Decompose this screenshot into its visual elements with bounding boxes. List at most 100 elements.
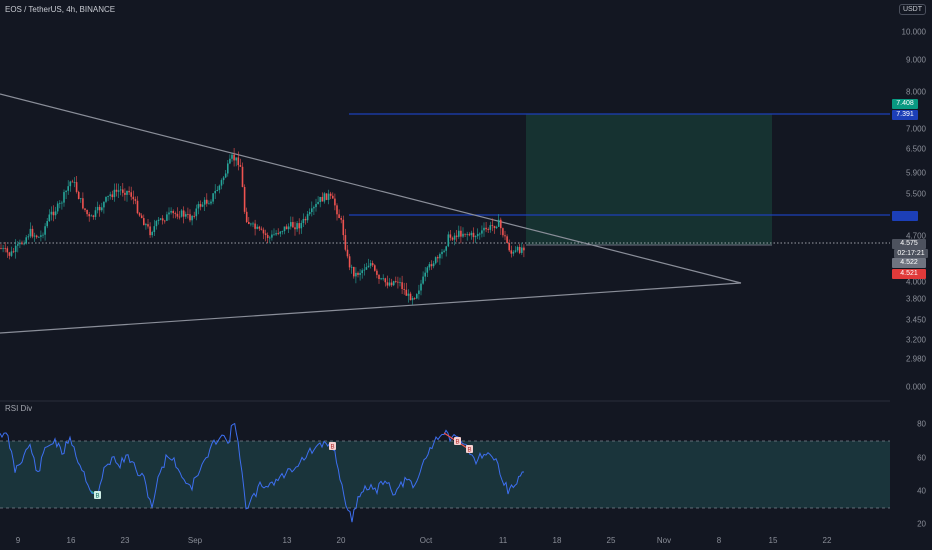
candle-body [27, 236, 30, 238]
candle-body [178, 216, 181, 218]
candle-body [497, 219, 500, 227]
candle-body [279, 231, 282, 234]
candle-body [260, 228, 263, 230]
candle-body [319, 196, 321, 203]
candle-body [124, 192, 126, 195]
rsi-signal-labels: B B B B [94, 437, 473, 500]
signal-label-4 [466, 445, 473, 453]
time-tick: Nov [656, 536, 672, 545]
rsi-axis[interactable]: 80 60 40 20 [890, 400, 932, 530]
candle-body [206, 199, 208, 204]
candle-body [155, 221, 158, 227]
price-tag-middle-level [892, 211, 918, 221]
candle-body [38, 236, 40, 238]
candle-body [437, 257, 439, 259]
candle-body [294, 227, 296, 230]
candle-body [445, 246, 447, 251]
time-tick: 8 [716, 536, 722, 545]
candle-body [113, 189, 116, 198]
candle-body [153, 226, 156, 233]
candle-body [336, 205, 338, 215]
candle-body [4, 248, 6, 249]
candle-body [485, 227, 487, 230]
candle-body [50, 211, 53, 215]
candle-body [290, 222, 292, 227]
candle-body [151, 232, 153, 236]
candle-body [487, 229, 489, 230]
candle-body [222, 177, 225, 181]
candle-body [117, 190, 120, 192]
candle-body [256, 226, 258, 229]
candle-body [390, 282, 393, 286]
candle-body [514, 250, 517, 252]
candle-body [346, 249, 349, 257]
candle-body [380, 278, 382, 280]
candle-body [48, 214, 51, 222]
candle-body [44, 226, 46, 235]
time-tick: 11 [498, 536, 508, 545]
candle-body [472, 232, 475, 238]
candle-body [245, 211, 248, 222]
candle-body [63, 192, 65, 203]
candle-body [46, 221, 48, 227]
candle-body [109, 194, 111, 196]
candle-body [451, 237, 454, 240]
rsi-tick: 20 [917, 519, 926, 529]
candle-body [115, 189, 118, 192]
candle-body [216, 189, 219, 191]
candle-body [384, 278, 387, 283]
candle-body [493, 225, 496, 229]
time-axis[interactable]: 9 16 23 Sep 13 20 Oct 11 18 25 Nov 8 15 … [0, 530, 890, 550]
candle-body [344, 235, 347, 250]
candle-body [321, 196, 324, 202]
time-tick: 18 [552, 536, 562, 545]
candle-body [29, 228, 32, 237]
candle-body [266, 235, 269, 238]
candle-body [420, 283, 422, 291]
price-tick: 4.700 [905, 231, 926, 241]
candle-body [235, 157, 237, 161]
candle-body [495, 226, 498, 229]
price-chart[interactable] [0, 0, 890, 400]
candle-body [40, 235, 42, 237]
candle-body [340, 218, 342, 220]
candle-body [500, 219, 502, 229]
candle-body [317, 202, 319, 204]
candle-body [248, 221, 250, 225]
time-tick: 16 [66, 536, 76, 545]
candle-body [239, 165, 242, 167]
candle-body [483, 227, 485, 231]
trendline-upper [0, 93, 742, 284]
candle-body [197, 204, 200, 209]
price-tick: 5.900 [905, 168, 926, 178]
candle-body [468, 234, 471, 236]
candle-body [199, 204, 202, 207]
candle-body [407, 293, 410, 296]
candle-body [392, 281, 395, 286]
candle-body [237, 157, 240, 166]
currency-badge[interactable]: USDT [898, 4, 926, 15]
candle-body [426, 267, 429, 273]
rsi-tick: 40 [917, 486, 926, 496]
candle-body [12, 251, 15, 253]
candle-body [369, 263, 372, 266]
candle-body [233, 154, 235, 161]
candle-body [510, 250, 513, 254]
candle-body [71, 181, 74, 183]
candle-body [285, 226, 288, 230]
time-tick: Sep [187, 536, 203, 545]
candle-body [159, 218, 162, 220]
time-tick: 23 [120, 536, 130, 545]
candle-body [371, 263, 374, 266]
candle-body [273, 234, 275, 236]
candle-body [189, 214, 191, 221]
candle-body [122, 189, 124, 193]
rsi-chart[interactable]: B B B B [0, 400, 890, 530]
time-tick: 25 [606, 536, 616, 545]
candle-body [264, 233, 267, 236]
price-axis[interactable]: 10.000 9.000 8.000 7.000 6.500 5.900 5.5… [890, 0, 932, 400]
candle-body [0, 248, 2, 249]
candle-body [403, 288, 405, 290]
candle-body [103, 201, 105, 208]
candle-body [365, 267, 368, 270]
